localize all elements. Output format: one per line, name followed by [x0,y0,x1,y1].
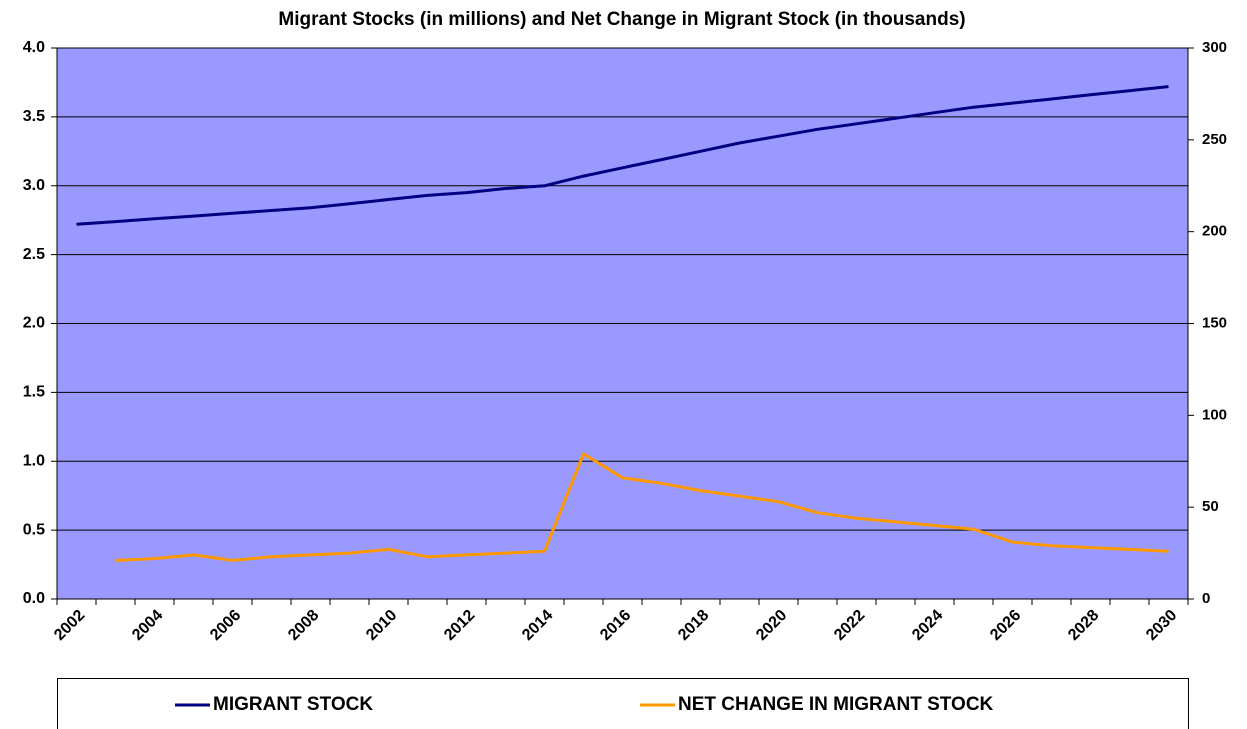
y2-tick-label: 200 [1202,223,1227,240]
legend-label: MIGRANT STOCK [213,694,373,715]
y2-tick-label: 100 [1202,406,1227,423]
y-tick-label: 1.0 [23,452,45,469]
y-tick-label: 2.0 [23,315,45,332]
chart-title: Migrant Stocks (in millions) and Net Cha… [278,9,965,30]
y-tick-label: 4.0 [23,39,45,56]
x-tick-label: 2030 [1143,607,1180,644]
x-tick-label: 2024 [909,607,946,644]
x-tick-label: 2028 [1065,607,1102,644]
y-tick-label: 3.5 [23,108,45,125]
x-tick-label: 2022 [831,607,868,644]
x-tick-label: 2008 [285,607,322,644]
x-tick-label: 2014 [519,607,556,644]
y-tick-label: 3.0 [23,177,45,194]
y-tick-label: 0.5 [23,521,45,538]
y2-tick-label: 50 [1202,498,1219,515]
series-line [76,85,1169,226]
x-tick-label: 2010 [363,607,400,644]
x-tick-label: 2018 [675,607,712,644]
x-tick-label: 2020 [753,607,790,644]
series-line [115,452,1169,562]
y2-tick-label: 300 [1202,39,1227,56]
x-tick-label: 2006 [207,607,244,644]
y2-tick-label: 0 [1202,590,1210,607]
x-tick-label: 2002 [51,607,88,644]
y-tick-label: 2.5 [23,246,45,263]
y-tick-label: 0.0 [23,590,45,607]
x-tick-label: 2026 [987,607,1024,644]
legend-label: NET CHANGE IN MIGRANT STOCK [678,694,994,715]
y-tick-label: 1.5 [23,384,45,401]
x-tick-label: 2004 [129,607,166,644]
x-tick-label: 2012 [441,607,478,644]
x-tick-label: 2016 [597,607,634,644]
y2-tick-label: 150 [1202,314,1227,331]
y2-tick-label: 250 [1202,131,1227,148]
legend-box [57,678,1189,729]
